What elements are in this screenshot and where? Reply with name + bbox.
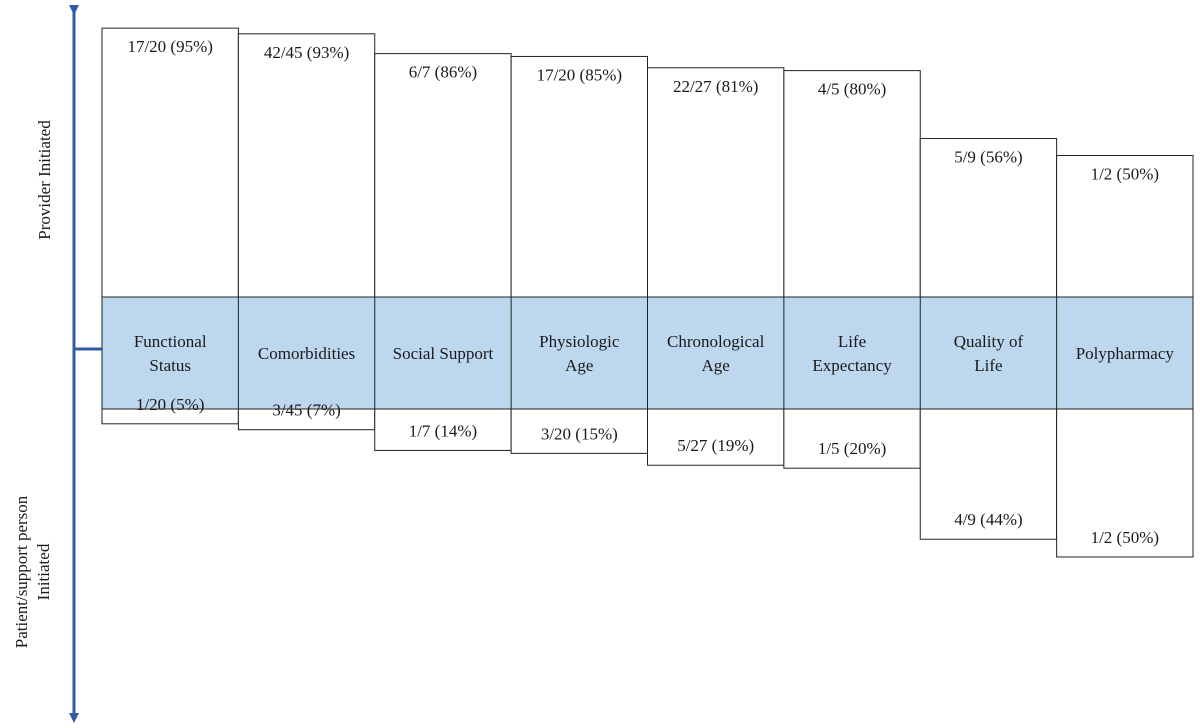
bar-provider-initiated [647,67,785,298]
category-label-line: Age [565,356,593,375]
category-label-line: Life [974,356,1002,375]
bar-provider-initiated [374,53,512,298]
bar-patient-initiated [783,408,921,469]
data-label-provider-initiated: 17/20 (95%) [127,37,212,56]
bar-provider-initiated [919,138,1058,298]
category-label: Comorbidities [258,344,355,363]
category-label: Functional Status [134,332,207,375]
data-label-provider-initiated: 4/5 (80%) [818,80,886,99]
axis-label-patient-line: Patient/support person [12,495,31,648]
data-label-provider-initiated: 42/45 (93%) [264,43,349,62]
category-label-line: Life [838,332,866,351]
axis-label-provider: Provider Initiated [35,120,54,240]
data-label-patient-initiated: 5/27 (19%) [677,436,754,455]
category-label-line: Functional [134,332,207,351]
data-label-patient-initiated: 1/2 (50%) [1091,528,1159,547]
category-label: Polypharmacy [1076,344,1175,363]
data-label-patient-initiated: 1/20 (5%) [136,395,204,414]
category-label-line: Polypharmacy [1076,344,1175,363]
data-label-patient-initiated: 1/7 (14%) [409,421,477,440]
category-label-line: Status [149,356,191,375]
category-band [101,296,1194,410]
bar-patient-initiated [647,408,785,466]
text-layer: Provider Initiated Patient/support person… [12,37,1174,648]
data-label-patient-initiated: 4/9 (44%) [954,510,1022,529]
category-label: Life Expectancy [812,332,892,375]
category-label: Chronological Age [667,332,765,375]
data-label-provider-initiated: 17/20 (85%) [537,65,622,84]
data-label-patient-initiated: 3/45 (7%) [272,401,340,420]
axis-layer [69,5,102,723]
category-label-line: Physiologic [539,332,620,351]
category-label-line: Comorbidities [258,344,355,363]
data-label-provider-initiated: 6/7 (86%) [409,63,477,82]
bar-layer [101,27,1194,558]
bar-provider-initiated [510,55,648,298]
data-label-patient-initiated: 3/20 (15%) [541,424,618,443]
bar-provider-initiated [237,33,376,298]
category-label-line: Age [702,356,730,375]
category-label: Quality of Life [954,332,1024,375]
category-label: Social Support [393,344,494,363]
category-label: Physiologic Age [539,332,620,375]
data-label-provider-initiated: 22/27 (81%) [673,77,758,96]
bar-provider-initiated [783,70,921,298]
data-label-provider-initiated: 5/9 (56%) [954,148,1022,167]
category-label-line: Social Support [393,344,494,363]
bar-provider-initiated [101,27,239,298]
data-label-provider-initiated: 1/2 (50%) [1091,165,1159,184]
bar-patient-initiated [919,408,1058,540]
category-label-line: Quality of [954,332,1024,351]
bar-patient-initiated [374,408,512,451]
axis-label-provider-line: Provider Initiated [35,120,54,240]
axis-label-patient-line: Initiated [34,543,53,600]
axis-label-patient: Patient/support person Initiated [12,495,53,648]
category-label-line: Expectancy [812,356,892,375]
data-label-patient-initiated: 1/5 (20%) [818,439,886,458]
bar-patient-initiated [1056,408,1194,558]
category-label-line: Chronological [667,332,765,351]
bar-provider-initiated [1056,155,1194,298]
bar-patient-initiated [510,408,648,454]
